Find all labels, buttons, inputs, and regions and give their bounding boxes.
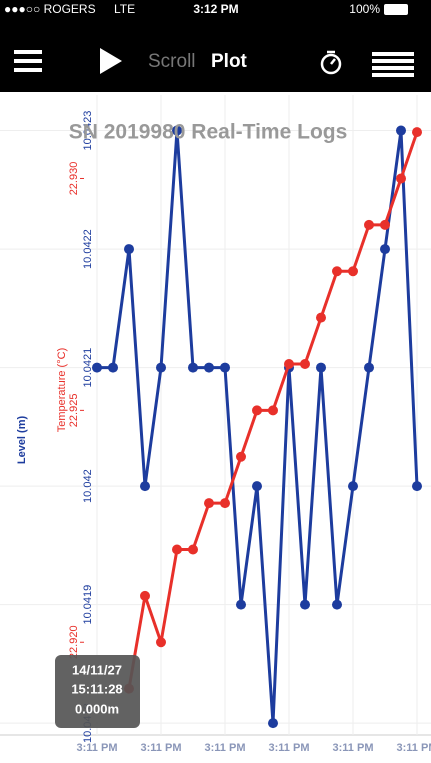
battery-icon bbox=[384, 4, 408, 15]
menu-button[interactable] bbox=[14, 50, 42, 72]
x-tick-label: 3:11 PM bbox=[397, 742, 431, 754]
y2-tick-label: 22.920 bbox=[68, 625, 80, 659]
data-point bbox=[252, 405, 262, 415]
tooltip-time: 15:11:28 bbox=[71, 681, 122, 696]
tooltip-value: 0.000m bbox=[75, 701, 119, 716]
chart-title: SN 2019980 Real-Time Logs bbox=[69, 121, 348, 144]
data-point bbox=[412, 127, 422, 137]
data-point bbox=[220, 363, 230, 373]
data-point bbox=[252, 481, 262, 491]
y-tick-label: 10.042 bbox=[82, 469, 94, 503]
data-point bbox=[220, 498, 230, 508]
data-point bbox=[348, 481, 358, 491]
data-point bbox=[332, 600, 342, 610]
data-point bbox=[364, 220, 374, 230]
data-point bbox=[300, 359, 310, 369]
x-tick-label: 3:11 PM bbox=[333, 742, 374, 754]
y2-tick-label: 22.925 bbox=[68, 394, 80, 428]
series-line bbox=[97, 131, 417, 724]
data-point bbox=[188, 544, 198, 554]
data-point bbox=[236, 452, 246, 462]
y2-tick-label: 22.930 bbox=[68, 162, 80, 196]
data-point bbox=[348, 266, 358, 276]
data-point bbox=[332, 266, 342, 276]
battery-pct: 100% bbox=[349, 2, 380, 16]
data-point bbox=[380, 220, 390, 230]
network: LTE bbox=[114, 2, 135, 16]
data-point bbox=[396, 173, 406, 183]
data-point bbox=[268, 718, 278, 728]
data-point bbox=[300, 600, 310, 610]
data-point bbox=[380, 244, 390, 254]
x-tick-label: 3:11 PM bbox=[205, 742, 246, 754]
carrier: ●●●○○ ROGERS bbox=[4, 2, 96, 16]
data-point bbox=[188, 363, 198, 373]
data-point bbox=[156, 637, 166, 647]
tooltip-date: 14/11/27 bbox=[72, 662, 122, 677]
data-point bbox=[92, 363, 102, 373]
data-point bbox=[268, 405, 278, 415]
data-point bbox=[364, 363, 374, 373]
data-point bbox=[316, 313, 326, 323]
data-point bbox=[124, 244, 134, 254]
data-point bbox=[140, 591, 150, 601]
y-tick-label: 10.0419 bbox=[82, 585, 94, 625]
plot-tab[interactable]: Plot bbox=[211, 51, 248, 72]
data-point bbox=[108, 363, 118, 373]
data-point bbox=[284, 359, 294, 369]
screen: ●●●○○ ROGERS LTE 3:12 PM 100% Scroll Plo… bbox=[0, 0, 431, 763]
data-point bbox=[140, 481, 150, 491]
clock: 3:12 PM bbox=[193, 2, 238, 16]
page: ●●●○○ ROGERS LTE 3:12 PM 100% Scroll Plo… bbox=[0, 0, 431, 763]
y-axis-title: Level (m) bbox=[16, 416, 28, 465]
data-point bbox=[236, 600, 246, 610]
x-tick-label: 3:11 PM bbox=[141, 742, 182, 754]
x-tick-label: 3:11 PM bbox=[269, 742, 310, 754]
data-point bbox=[316, 363, 326, 373]
scroll-tab[interactable]: Scroll bbox=[148, 51, 196, 72]
data-point bbox=[172, 544, 182, 554]
data-point bbox=[204, 363, 214, 373]
y2-axis-title: Temperature (°C) bbox=[56, 348, 68, 432]
data-point bbox=[412, 481, 422, 491]
data-point bbox=[396, 126, 406, 136]
y-tick-label: 10.0422 bbox=[82, 229, 94, 269]
data-point bbox=[156, 363, 166, 373]
data-point bbox=[204, 498, 214, 508]
